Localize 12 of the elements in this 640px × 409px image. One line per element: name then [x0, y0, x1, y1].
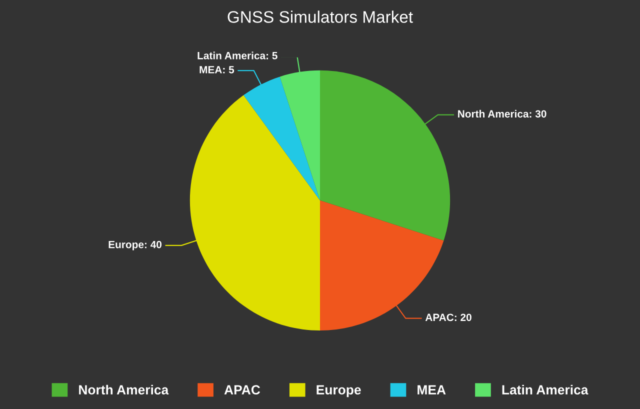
- legend-label: Latin America: [502, 384, 588, 395]
- data-label: APAC: 20: [425, 314, 472, 322]
- data-label: Europe: 40: [108, 240, 162, 250]
- data-label: Latin America: 5: [198, 52, 278, 60]
- data-label: North America: 30: [458, 110, 546, 118]
- chart-title: GNSS Simulators Market: [228, 10, 413, 23]
- legend-label: North America: [79, 384, 169, 395]
- legend-label: MEA: [418, 385, 446, 394]
- pie-slice: [320, 70, 450, 241]
- data-label: MEA: 5: [200, 66, 234, 74]
- legend-label: APAC: [224, 385, 260, 395]
- legend-label: Europe: [316, 385, 361, 398]
